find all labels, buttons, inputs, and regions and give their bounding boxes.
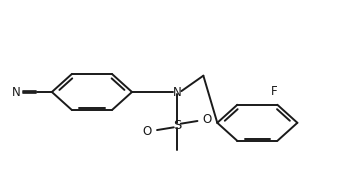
Text: O: O [203, 113, 212, 126]
Text: N: N [12, 86, 21, 98]
Text: F: F [271, 84, 277, 98]
Text: N: N [173, 86, 181, 98]
Text: S: S [173, 119, 181, 132]
Text: O: O [143, 125, 152, 138]
